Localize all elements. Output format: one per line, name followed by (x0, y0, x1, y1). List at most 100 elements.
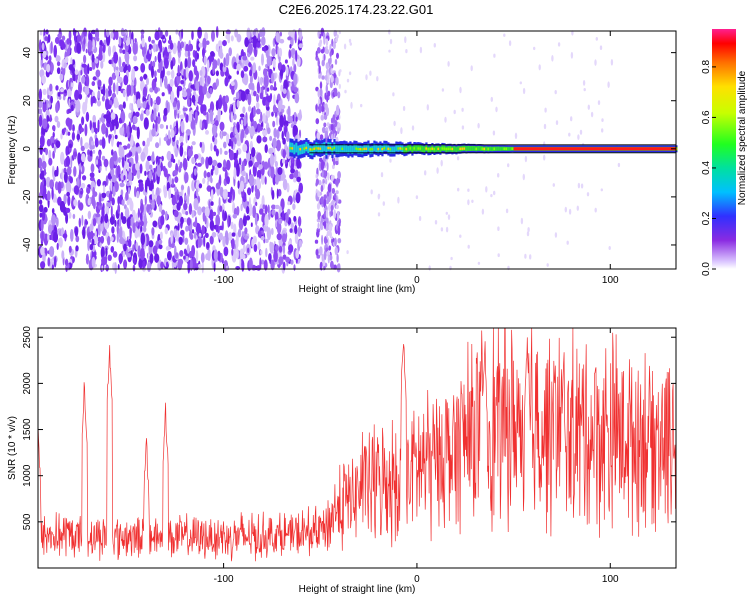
spectrogram-noise-blob (323, 114, 328, 120)
spectrogram-noise-blob (151, 65, 154, 79)
signal-band-core (429, 147, 432, 151)
spectrogram-noise-blob (101, 265, 104, 271)
spectrogram-noise-blob (263, 259, 268, 271)
signal-band-mid (373, 143, 376, 152)
spectrogram-noise-blob (169, 78, 174, 88)
spectrogram-noise-blob (576, 205, 579, 211)
spectrogram-noise-blob (202, 177, 206, 184)
spectrogram-noise-blob (222, 235, 226, 248)
spectrogram-noise-blob (236, 53, 240, 64)
spectrogram-noise-blob (175, 252, 179, 259)
spectrogram-noise-blob (41, 75, 46, 85)
spectrogram-noise-blob (292, 125, 298, 136)
spectrogram-noise-blob (215, 78, 219, 87)
spectrogram-noise-blob (85, 48, 88, 54)
spectrogram-noise-blob (522, 87, 526, 95)
spectrogram-noise-blob (108, 76, 113, 87)
spectrogram-noise-blob (119, 47, 123, 54)
spectrogram-noise-blob (70, 229, 74, 242)
spectrogram-noise-blob (218, 232, 223, 241)
spectrogram-noise-blob (140, 232, 146, 246)
spectrogram-noise-blob (271, 209, 276, 216)
spectrogram-noise-blob (321, 75, 325, 80)
spectrogram-noise-blob (41, 231, 44, 242)
spectrogram-noise-blob (282, 244, 286, 255)
spectrogram-noise-blob (61, 35, 66, 41)
spectrogram-noise-blob (240, 203, 243, 212)
spectrogram-noise-blob (201, 225, 205, 235)
spectrogram-noise-blob (295, 249, 300, 259)
spectrogram-noise-blob (327, 172, 330, 181)
spectrogram-noise-blob (161, 92, 165, 97)
signal-band-core (413, 147, 416, 150)
spectrogram-noise-blob (152, 60, 156, 68)
spectrogram-noise-blob (132, 124, 136, 130)
spectrogram-noise-blob (490, 194, 493, 198)
spectrogram-noise-blob (166, 261, 169, 267)
spectrogram-noise-blob (240, 180, 244, 192)
spectrogram-noise-blob (268, 167, 271, 178)
spectrogram-noise-blob (110, 236, 114, 242)
signal-band-mid (477, 146, 480, 151)
spectrogram-noise-blob (264, 238, 269, 243)
spectrogram-noise-blob (243, 115, 247, 127)
spectrogram-noise-blob (122, 165, 126, 178)
spectrogram-noise-blob (91, 81, 96, 87)
spectrogram-noise-blob (323, 53, 326, 61)
spectrogram-noise-blob (327, 183, 332, 193)
spectrogram-noise-blob (239, 256, 242, 270)
spectrogram-noise-blob (180, 80, 185, 85)
spectrogram-noise-blob (188, 43, 193, 52)
spectrogram-noise-blob (112, 251, 118, 258)
spectrogram-noise-blob (242, 215, 247, 227)
spectrogram-noise-blob (117, 157, 121, 163)
spectrogram-noise-blob (324, 46, 327, 54)
signal-band-mid (497, 146, 500, 151)
spectrogram-noise-blob (48, 224, 53, 235)
spectrogram-noise-blob (590, 111, 594, 118)
spectrogram-noise-blob (238, 217, 244, 231)
spectrogram-noise-blob (198, 95, 204, 106)
spectrogram-noise-blob (177, 159, 181, 166)
spectrogram-noise-blob (156, 165, 162, 177)
spectrogram-noise-blob (365, 74, 368, 81)
spectrogram-noise-blob (331, 133, 334, 140)
spectrogram-noise-blob (151, 227, 155, 236)
spectrogram-noise-blob (57, 33, 62, 38)
spectrogram-noise-blob (287, 31, 293, 36)
spectrogram-noise-blob (315, 178, 319, 186)
spectrogram-noise-blob (170, 129, 175, 138)
spectrogram-noise-blob (293, 73, 298, 86)
signal-band-mid (347, 145, 350, 155)
spectrogram-noise-blob (187, 148, 193, 157)
spectrogram-noise-blob (178, 236, 183, 245)
spectrogram-noise-blob (41, 160, 47, 170)
spectrogram-noise-blob (278, 47, 283, 58)
colorbar: 0.0 0.2 0.4 0.6 0.8 Normalized spectral ampl… (701, 29, 748, 276)
spectrogram-noise-blob (282, 158, 286, 164)
spectrogram-noise-blob (128, 171, 133, 183)
spectrogram-noise-blob (68, 64, 74, 71)
spectrogram-noise-blob (271, 189, 275, 200)
spectrogram-noise-blob (324, 170, 327, 179)
spectrogram-noise-blob (183, 69, 187, 79)
spectrogram-noise-blob (40, 246, 45, 256)
spectrogram-noise-blob (234, 28, 239, 38)
spectrogram-noise-blob (233, 122, 236, 127)
spectrogram-noise-blob (199, 76, 203, 86)
signal-band-core (319, 147, 322, 150)
spectrogram-noise-blob (51, 232, 54, 241)
spectrogram-noise-blob (164, 57, 169, 69)
spectrogram-noise-blob (424, 170, 427, 176)
spectrogram-noise-blob (107, 173, 112, 180)
signal-band-mid (351, 145, 354, 154)
spectrogram-noise-blob (218, 40, 223, 47)
spectrogram-noise-blob (89, 150, 93, 157)
snr-x-ticks: -100 0 100 (214, 328, 619, 585)
spectrogram-noise-blob (194, 216, 198, 228)
spectrogram-noise-blob (96, 179, 101, 187)
spectrogram-noise-blob (595, 37, 598, 41)
spectrogram-noise-blob (282, 149, 287, 159)
spectrogram-noise-blob (269, 242, 275, 254)
spectrogram-noise-blob (261, 160, 265, 167)
